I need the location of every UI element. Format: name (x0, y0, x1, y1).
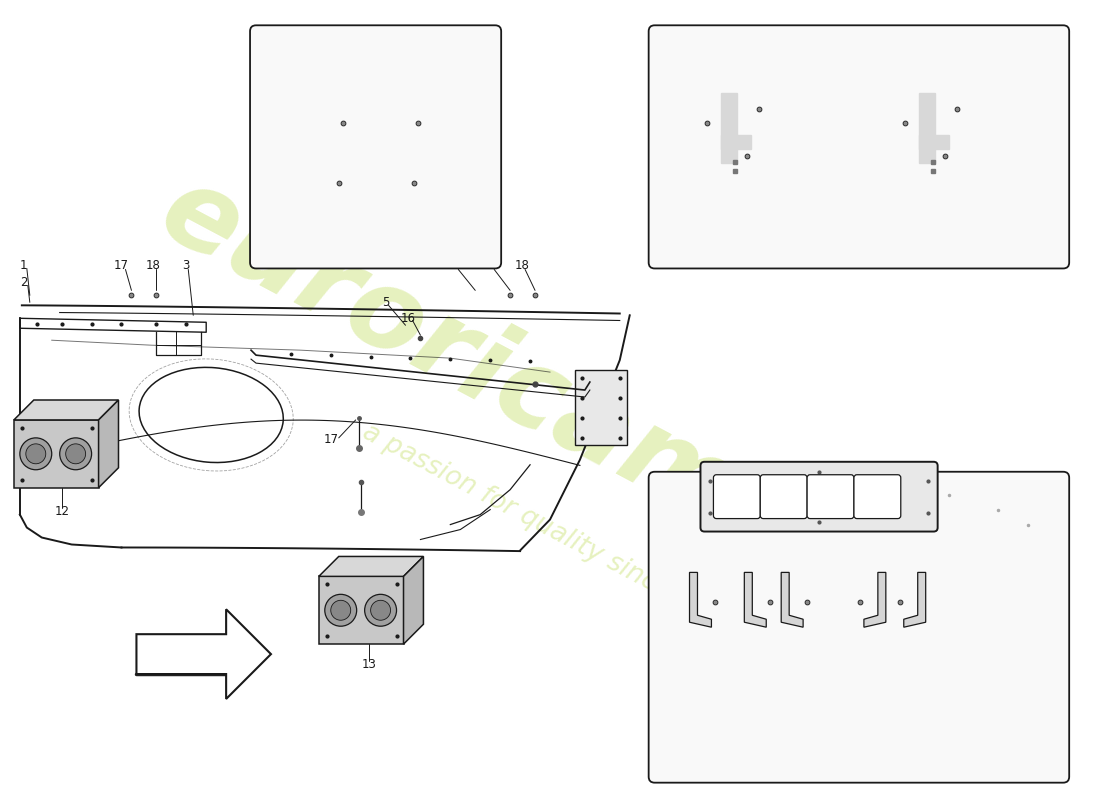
Text: 6: 6 (930, 40, 937, 53)
Text: 17: 17 (114, 259, 129, 272)
Circle shape (364, 594, 396, 626)
Text: 11: 11 (891, 242, 906, 255)
Text: 17: 17 (323, 434, 339, 446)
FancyBboxPatch shape (701, 462, 937, 531)
Text: 8: 8 (893, 40, 901, 53)
Text: 19: 19 (750, 754, 764, 767)
Text: 24: 24 (946, 488, 961, 501)
Polygon shape (781, 572, 803, 627)
Text: 16: 16 (402, 312, 416, 325)
Text: a passion for quality since 1985: a passion for quality since 1985 (359, 419, 741, 640)
Polygon shape (388, 91, 403, 163)
Text: 4: 4 (452, 259, 459, 272)
Text: 9: 9 (750, 242, 758, 255)
Polygon shape (14, 400, 119, 420)
Circle shape (331, 600, 351, 620)
Text: 6: 6 (415, 40, 422, 53)
Circle shape (371, 600, 390, 620)
Text: 5: 5 (382, 296, 389, 309)
Polygon shape (312, 163, 353, 178)
FancyBboxPatch shape (854, 474, 901, 518)
Polygon shape (904, 572, 926, 627)
Polygon shape (319, 576, 404, 644)
Text: 12: 12 (54, 505, 69, 518)
Polygon shape (14, 420, 99, 488)
Polygon shape (918, 135, 948, 149)
Text: 20: 20 (887, 754, 901, 767)
Circle shape (20, 438, 52, 470)
Polygon shape (388, 163, 428, 178)
Polygon shape (319, 557, 424, 576)
Polygon shape (918, 93, 935, 163)
Circle shape (324, 594, 356, 626)
Text: 9: 9 (948, 242, 956, 255)
Text: 10: 10 (920, 242, 934, 255)
Polygon shape (745, 572, 767, 627)
Text: 14: 14 (298, 40, 314, 53)
Circle shape (66, 444, 86, 464)
Circle shape (59, 438, 91, 470)
Polygon shape (404, 557, 424, 644)
Polygon shape (136, 610, 271, 699)
Text: 3: 3 (183, 259, 190, 272)
FancyBboxPatch shape (760, 474, 807, 518)
Polygon shape (99, 400, 119, 488)
Text: 2: 2 (20, 276, 28, 289)
Text: 22: 22 (846, 754, 861, 767)
Text: 11: 11 (694, 242, 710, 255)
Text: euroricambi: euroricambi (143, 156, 858, 604)
Polygon shape (312, 91, 327, 163)
Circle shape (25, 444, 46, 464)
Text: 10: 10 (722, 242, 737, 255)
Text: 6: 6 (332, 40, 340, 53)
Polygon shape (864, 572, 886, 627)
FancyBboxPatch shape (649, 472, 1069, 782)
Text: 17: 17 (483, 259, 497, 272)
Text: 13: 13 (361, 658, 376, 670)
Polygon shape (722, 135, 751, 149)
FancyBboxPatch shape (649, 26, 1069, 269)
Text: 21: 21 (786, 754, 802, 767)
FancyBboxPatch shape (807, 474, 854, 518)
FancyBboxPatch shape (575, 370, 627, 445)
Text: 18: 18 (515, 259, 529, 272)
FancyBboxPatch shape (250, 26, 502, 269)
Text: 1: 1 (20, 259, 28, 272)
Text: 15: 15 (385, 40, 400, 53)
Text: 18: 18 (146, 259, 161, 272)
Polygon shape (722, 93, 737, 163)
Text: 7: 7 (695, 40, 703, 53)
Polygon shape (690, 572, 712, 627)
Text: 6: 6 (730, 40, 738, 53)
FancyBboxPatch shape (714, 474, 760, 518)
Text: 23: 23 (712, 754, 727, 767)
